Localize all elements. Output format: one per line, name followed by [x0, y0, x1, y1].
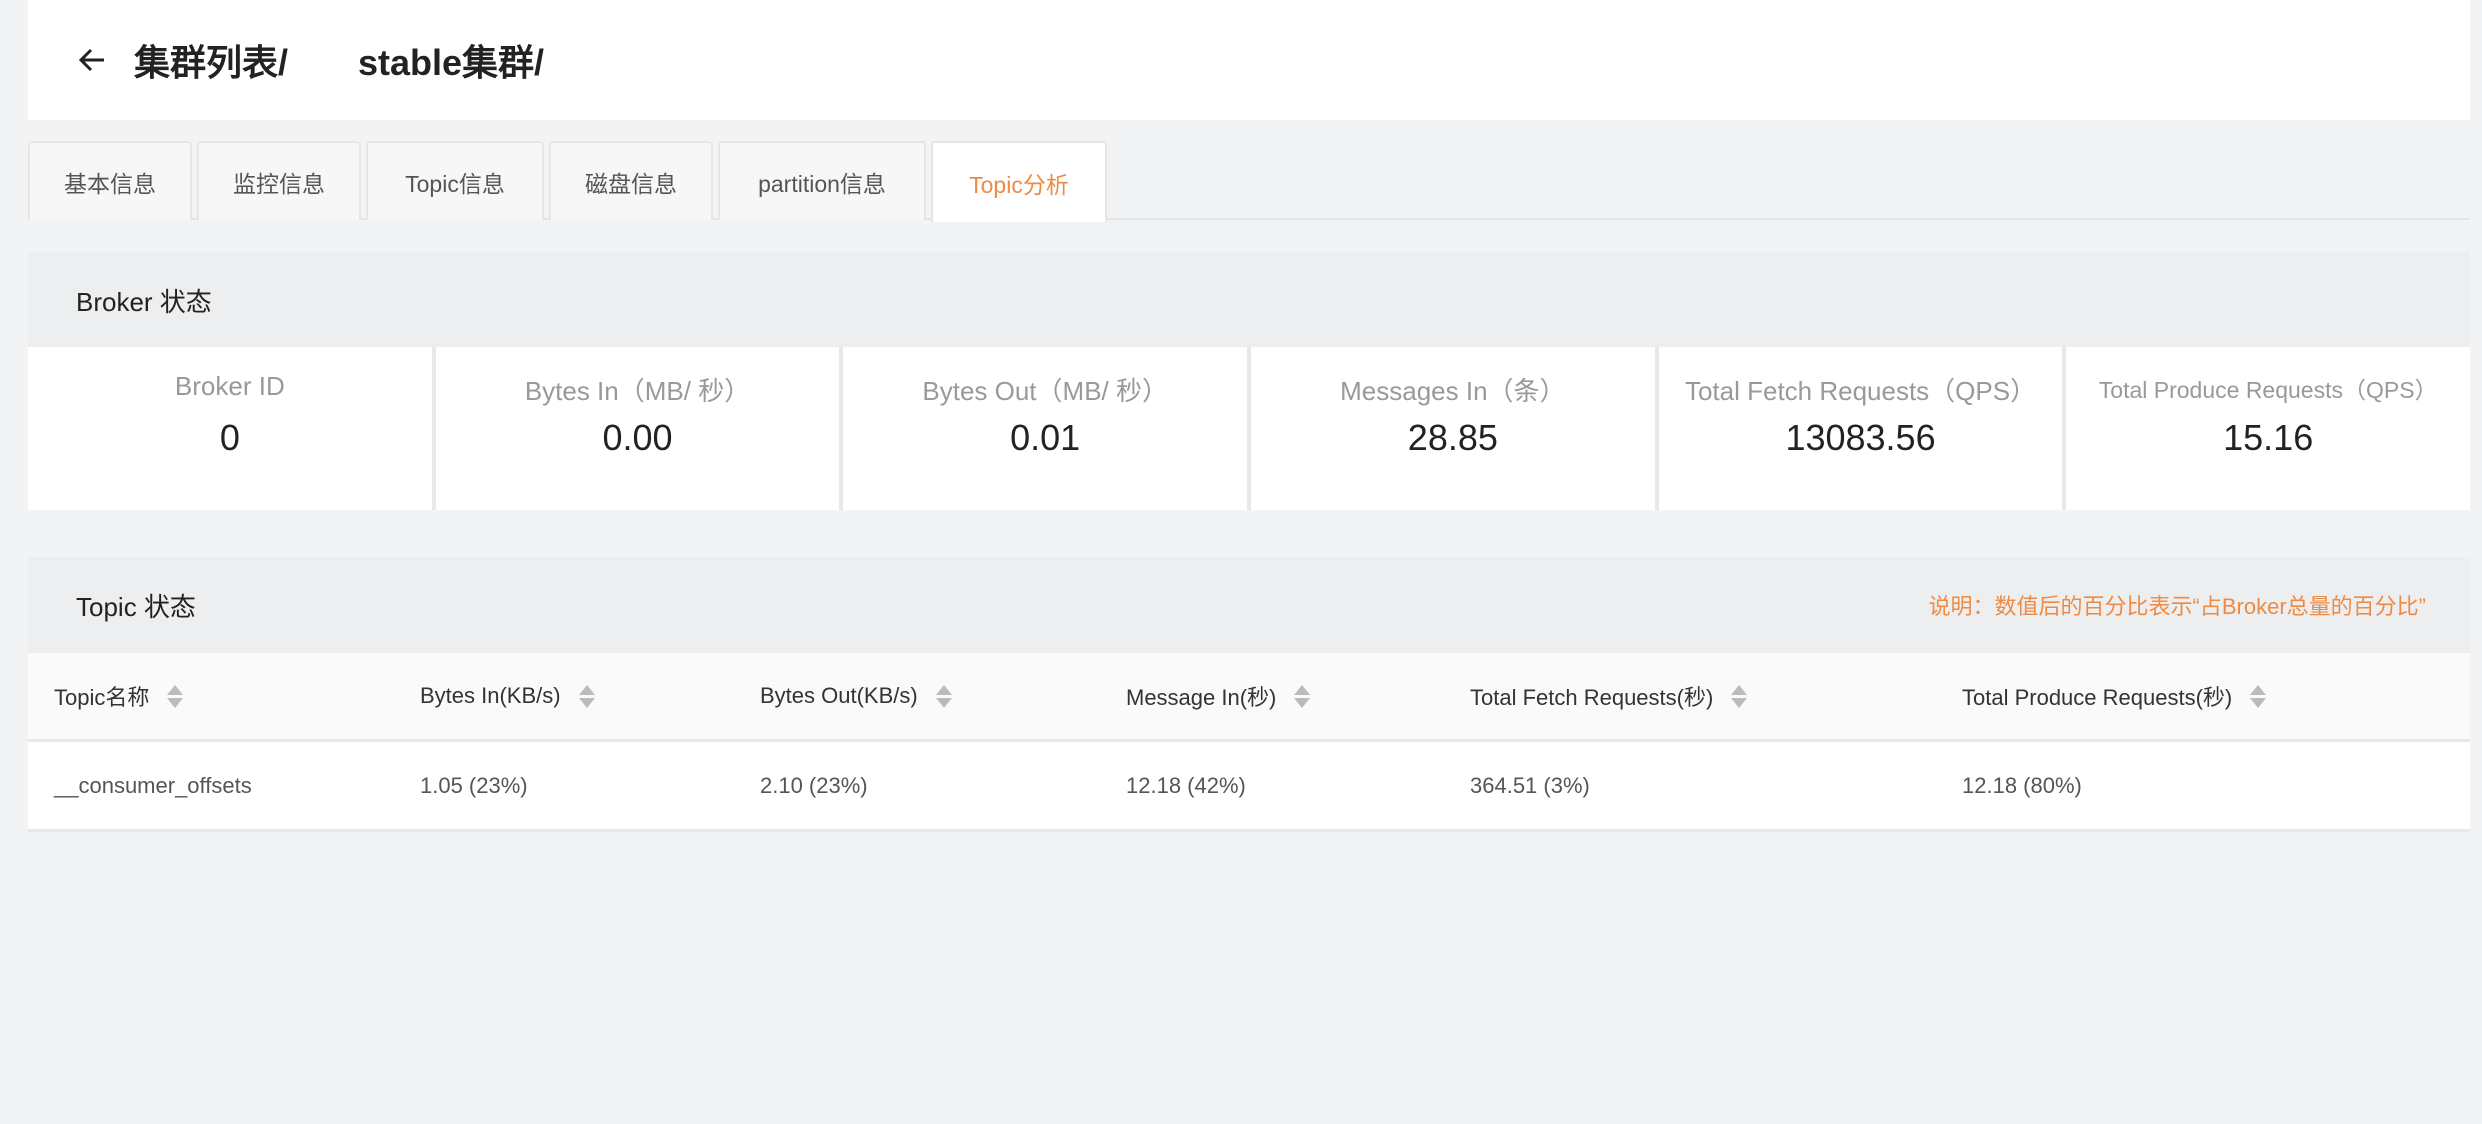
broker-section-title: Broker 状态: [76, 286, 212, 317]
column-header[interactable]: Bytes Out(KB/s): [760, 653, 952, 739]
stat-value: 0.01: [1010, 417, 1081, 458]
cell-topic-name: __consumer_offsets: [54, 772, 252, 798]
stat-value: 0.00: [602, 417, 673, 458]
stat-label: Broker ID: [174, 371, 285, 401]
cell-fetch-requests: 364.51 (3%): [1470, 772, 1590, 798]
cell-produce-requests: 12.18 (80%): [1962, 772, 2082, 798]
stat-broker-id: Broker ID 0: [28, 347, 432, 510]
column-header[interactable]: Bytes In(KB/s): [420, 653, 595, 739]
sort-icon[interactable]: [167, 684, 184, 708]
column-label: Message In(秒): [1126, 685, 1277, 710]
tab-disk-info[interactable]: 磁盘信息: [549, 141, 713, 220]
column-header[interactable]: Message In(秒): [1126, 653, 1311, 739]
topic-section-title: Topic 状态: [76, 591, 196, 622]
tab-bar: 基本信息 监控信息 Topic信息 磁盘信息 partition信息 Topic…: [28, 141, 2470, 222]
tab-topic-info[interactable]: Topic信息: [366, 141, 544, 220]
sort-icon[interactable]: [578, 684, 595, 708]
column-header[interactable]: Total Produce Requests(秒): [1962, 653, 2267, 739]
column-label: Topic名称: [54, 685, 150, 710]
sort-icon[interactable]: [1731, 684, 1748, 708]
stat-label: Total Produce Requests（QPS）: [2098, 377, 2438, 403]
broker-stats: Broker ID 0 Bytes In（MB/ 秒） 0.00 Bytes Out…: [28, 347, 2471, 510]
column-label: Bytes In(KB/s): [420, 683, 561, 708]
table-header: Topic名称 Bytes In(KB/s) Bytes Out(KB/s) M…: [28, 653, 2470, 742]
arrow-left-icon: [78, 48, 104, 72]
cell-bytes-in: 1.05 (23%): [420, 772, 528, 798]
topic-section-header: Topic 状态 说明：数值后的百分比表示“占Broker总量的百分比”: [28, 557, 2470, 653]
broker-section-header: Broker 状态: [28, 252, 2470, 348]
column-header[interactable]: Total Fetch Requests(秒): [1470, 653, 1748, 739]
column-label: Total Fetch Requests(秒): [1470, 685, 1714, 710]
tab-topic-analysis[interactable]: Topic分析: [931, 141, 1107, 222]
stat-value: 28.85: [1407, 417, 1498, 458]
stat-value: 13083.56: [1785, 417, 1936, 458]
stat-total-fetch: Total Fetch Requests（QPS） 13083.56: [1658, 347, 2063, 510]
stat-label: Total Fetch Requests（QPS）: [1684, 376, 2037, 406]
column-label: Total Produce Requests(秒): [1962, 685, 2233, 710]
column-header[interactable]: Topic名称: [54, 653, 184, 739]
stat-bytes-in: Bytes In（MB/ 秒） 0.00: [435, 347, 840, 510]
stat-total-produce: Total Produce Requests（QPS） 15.16: [2066, 347, 2471, 510]
stat-label: Bytes Out（MB/ 秒）: [922, 376, 1168, 406]
table-row: __consumer_offsets 1.05 (23%) 2.10 (23%)…: [28, 742, 2470, 832]
stat-label: Bytes In（MB/ 秒）: [524, 376, 751, 406]
tab-partition-info[interactable]: partition信息: [718, 141, 926, 220]
stat-label: Messages In（条）: [1340, 376, 1566, 406]
page-header: 集群列表/ stable集群/: [28, 0, 2470, 120]
stat-value: 15.16: [2223, 417, 2314, 458]
back-button[interactable]: [72, 40, 112, 80]
cell-message-in: 12.18 (42%): [1126, 772, 1246, 798]
breadcrumb-cluster-list[interactable]: 集群列表/: [134, 42, 289, 83]
tab-basic-info[interactable]: 基本信息: [28, 141, 192, 220]
stat-messages-in: Messages In（条） 28.85: [1251, 347, 1655, 510]
breadcrumb-cluster[interactable]: stable集群/: [358, 42, 545, 83]
cell-bytes-out: 2.10 (23%): [760, 772, 868, 798]
percentage-note: 说明：数值后的百分比表示“占Broker总量的百分比”: [1928, 594, 2426, 619]
sort-icon[interactable]: [2250, 684, 2267, 708]
sort-icon[interactable]: [1294, 684, 1311, 708]
topic-table: Topic名称 Bytes In(KB/s) Bytes Out(KB/s) M…: [28, 653, 2470, 832]
stat-bytes-out: Bytes Out（MB/ 秒） 0.01: [843, 347, 1248, 510]
column-label: Bytes Out(KB/s): [760, 683, 918, 708]
tab-monitoring[interactable]: 监控信息: [197, 141, 361, 220]
stat-value: 0: [219, 417, 240, 458]
sort-icon[interactable]: [935, 684, 952, 708]
